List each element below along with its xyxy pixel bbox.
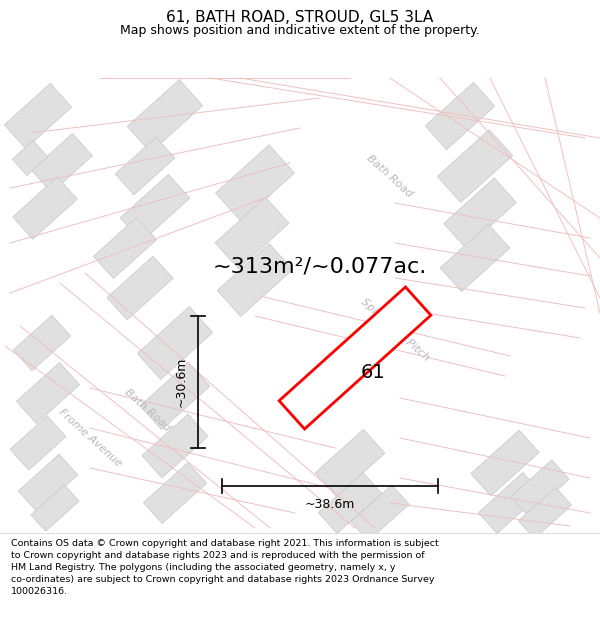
Polygon shape [478, 472, 542, 534]
Text: ~30.6m: ~30.6m [175, 357, 188, 408]
Polygon shape [143, 462, 206, 524]
Polygon shape [511, 460, 569, 516]
Text: Map shows position and indicative extent of the property.: Map shows position and indicative extent… [120, 24, 480, 38]
Polygon shape [94, 217, 157, 279]
Text: ~38.6m: ~38.6m [305, 498, 355, 511]
Text: Contains OS data © Crown copyright and database right 2021. This information is : Contains OS data © Crown copyright and d… [11, 539, 439, 596]
Polygon shape [16, 362, 80, 424]
Polygon shape [215, 145, 295, 221]
Polygon shape [217, 244, 293, 316]
Polygon shape [279, 287, 431, 429]
Text: ~313m²/~0.077ac.: ~313m²/~0.077ac. [213, 256, 427, 276]
Polygon shape [127, 79, 203, 152]
Polygon shape [32, 134, 92, 192]
Polygon shape [31, 485, 79, 531]
Polygon shape [13, 177, 77, 239]
Polygon shape [471, 430, 539, 496]
Polygon shape [13, 315, 71, 371]
Text: 61: 61 [361, 364, 385, 382]
Polygon shape [140, 362, 210, 429]
Polygon shape [518, 488, 572, 539]
Polygon shape [437, 129, 513, 202]
Polygon shape [215, 198, 289, 269]
Polygon shape [107, 256, 173, 320]
Polygon shape [443, 178, 517, 248]
Text: Frome Avenue: Frome Avenue [56, 407, 124, 469]
Polygon shape [315, 429, 385, 497]
Polygon shape [10, 416, 66, 470]
Text: Bath Road: Bath Road [123, 387, 173, 433]
Polygon shape [142, 414, 208, 478]
Polygon shape [18, 454, 78, 512]
Polygon shape [425, 82, 495, 149]
Polygon shape [120, 174, 190, 242]
Polygon shape [440, 224, 510, 292]
Text: Bath Road: Bath Road [365, 153, 415, 199]
Polygon shape [351, 485, 409, 541]
Polygon shape [4, 83, 72, 149]
Text: 61, BATH ROAD, STROUD, GL5 3LA: 61, BATH ROAD, STROUD, GL5 3LA [166, 9, 434, 24]
Polygon shape [319, 472, 382, 534]
Polygon shape [115, 138, 175, 195]
Text: Spillman's Pitch: Spillman's Pitch [359, 297, 431, 363]
Polygon shape [137, 307, 213, 379]
Polygon shape [12, 141, 48, 176]
